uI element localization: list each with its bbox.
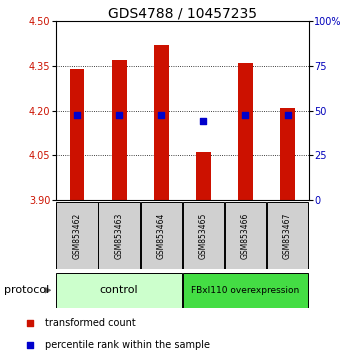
Text: GSM853465: GSM853465 [199, 212, 208, 259]
Bar [280, 108, 295, 200]
Text: GSM853462: GSM853462 [73, 212, 82, 258]
Text: GSM853467: GSM853467 [283, 212, 292, 259]
Point [158, 112, 164, 118]
Text: transformed count: transformed count [45, 318, 136, 329]
Point [27, 342, 33, 348]
Point [285, 112, 291, 118]
Bar [196, 152, 211, 200]
Text: GSM853464: GSM853464 [157, 212, 166, 259]
Point [74, 112, 80, 118]
Text: control: control [100, 285, 138, 295]
Bar [70, 69, 84, 200]
Bar [154, 45, 169, 200]
Bar [56, 202, 97, 269]
Text: GSM853463: GSM853463 [115, 212, 123, 259]
Title: GDS4788 / 10457235: GDS4788 / 10457235 [108, 6, 257, 20]
Text: protocol: protocol [4, 285, 49, 295]
Bar [183, 273, 308, 308]
Point [116, 112, 122, 118]
Point [27, 321, 33, 326]
Bar [112, 60, 126, 200]
Bar [238, 63, 253, 200]
Bar [183, 202, 224, 269]
Point [200, 118, 206, 124]
Bar [267, 202, 308, 269]
Bar [99, 202, 140, 269]
Point [243, 112, 248, 118]
Bar [56, 273, 182, 308]
Text: FBxl110 overexpression: FBxl110 overexpression [191, 286, 300, 295]
Text: GSM853466: GSM853466 [241, 212, 250, 259]
Text: percentile rank within the sample: percentile rank within the sample [45, 339, 210, 350]
Bar [140, 202, 182, 269]
Bar [225, 202, 266, 269]
